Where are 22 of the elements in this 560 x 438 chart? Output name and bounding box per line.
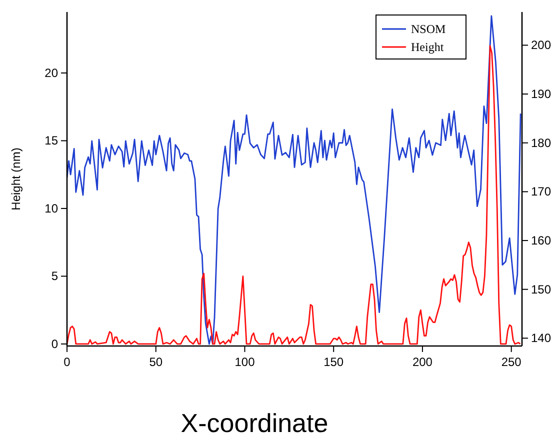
y2-tick-label: 190 <box>531 87 552 102</box>
y-tick-label: 15 <box>44 134 58 148</box>
x-tick-label: 0 <box>64 355 71 369</box>
y2-tick-label: 180 <box>531 136 552 150</box>
x-tick-label: 50 <box>149 355 163 369</box>
y2-tick-label: 170 <box>531 184 552 199</box>
y2-tick-label: 160 <box>531 234 552 248</box>
y-tick-label: 20 <box>44 66 58 80</box>
x-tick-label: 250 <box>501 355 522 369</box>
x-tick-label: 150 <box>324 355 344 369</box>
x-tick-label: 200 <box>412 355 433 369</box>
y-tick-label: 5 <box>51 269 58 284</box>
y2-tick-label: 150 <box>531 282 552 296</box>
y-axis-title: Height (nm) <box>9 148 23 210</box>
y-tick-label: 10 <box>44 201 58 216</box>
legend-label: NSOM <box>411 22 446 36</box>
x-tick-label: 100 <box>234 355 256 369</box>
y-tick-label: 0 <box>51 336 58 351</box>
y2-tick-label: 200 <box>531 38 552 52</box>
y2-tick-label: 140 <box>531 331 552 346</box>
legend-label: Height <box>411 40 444 54</box>
x-axis-title: X-coordinate <box>180 408 328 438</box>
